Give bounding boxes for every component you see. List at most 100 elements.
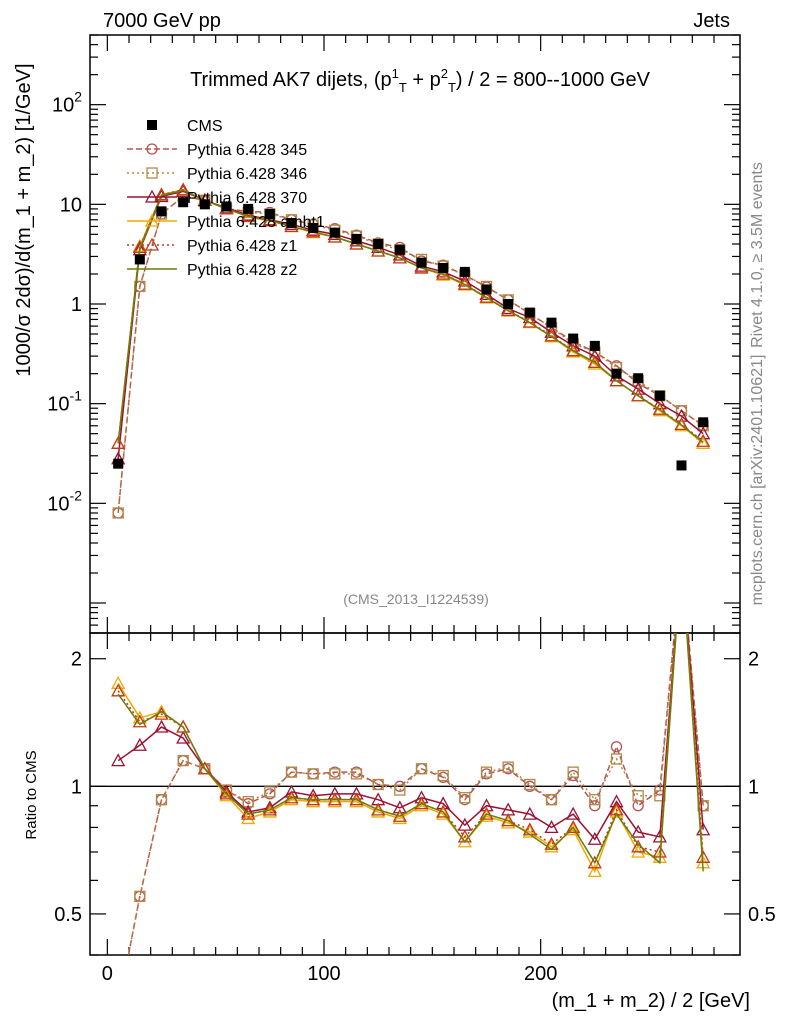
ratio-point-pythia-6-428-345 [567,769,579,782]
ratio-plot-area [111,550,711,1013]
ratio-point-pythia-6-428-370 [132,737,147,751]
main-plot-area [111,182,711,519]
ratio-point-pythia-6-428-ambt1 [609,804,624,818]
y-tick-label: 1 [71,294,82,316]
cms-point [524,307,535,318]
point-pythia-6-428-z1 [501,303,516,317]
ratio-point-pythia-6-428-z1 [676,550,688,561]
energy-label: 7000 GeV pp [103,10,221,32]
ratio-point-pythia-6-428-z1 [197,761,212,775]
ratio-tick-label: 2 [71,649,82,671]
cms-point [286,217,297,228]
series-line-pythia-6-428-370 [117,190,704,459]
ratio-point-pythia-6-428-370 [522,806,537,820]
ratio-point-pythia-6-428-346 [155,794,168,806]
legend-label: Pythia 6.428 346 [187,166,307,183]
y-tick-label: 10 [60,194,82,216]
ratio-point-pythia-6-428-370 [544,820,559,834]
cms-point [568,333,579,344]
point-pythia-6-428-z1 [566,343,581,357]
ratio-point-pythia-6-428-346 [113,1003,123,1013]
ratio-point-pythia-6-428-ambt1 [327,794,342,808]
ratio-point-pythia-6-428-346 [134,890,146,903]
ratio-point-pythia-6-428-370 [327,786,342,800]
legend-label: Pythia 6.428 ambt1 [187,214,325,231]
ratio-line-pythia-6-428-345 [127,633,704,955]
ratio-frame [89,632,741,956]
ratio-point-pythia-6-428-346 [545,794,558,806]
jets-label: Jets [693,10,730,32]
y-axis-label: 1000/σ 2dσ)/d(m_1 + m_2) [1/GeV] [13,63,35,376]
ratio-point-pythia-6-428-345 [610,741,623,753]
point-pythia-6-428-370 [457,273,472,287]
cms-point [134,254,145,265]
chart-title: Trimmed AK7 dijets, (p1T + p2T) / 2 = 80… [190,66,651,95]
ratio-point-pythia-6-428-ambt1 [154,704,169,718]
cms-point [373,238,384,249]
ratio-point-pythia-6-428-346 [350,768,363,780]
cms-point [199,199,210,210]
point-pythia-6-428-z1 [176,182,191,196]
cms-point [221,201,232,212]
ratio-point-pythia-6-428-z1 [414,796,429,810]
ratio-point-pythia-6-428-ambt1 [132,710,147,724]
ratio-point-pythia-6-428-346 [372,778,384,791]
ratio-point-pythia-6-428-370 [631,824,646,838]
point-pythia-6-428-z1 [652,401,667,415]
legend-label: Pythia 6.428 z1 [187,238,297,255]
legend-marker [144,237,160,251]
ratio-point-pythia-6-428-z1 [566,820,581,834]
legend-label: Pythia 6.428 345 [187,142,307,159]
ratio-point-pythia-6-428-346 [610,753,623,765]
ratio-point-pythia-6-428-370 [587,831,602,845]
ratio-point-pythia-6-428-346 [677,551,687,561]
ratio-point-pythia-6-428-z1 [111,683,126,697]
point-pythia-6-428-z1 [479,289,494,303]
cms-point [438,262,449,273]
cms-point [394,244,405,255]
cms-point [676,460,687,471]
rivet-version-label: Rivet 4.1.0, ≥ 3.5M events [749,162,766,348]
legend-label: Pythia 6.428 z2 [187,262,297,279]
ratio-point-pythia-6-428-345 [589,800,601,812]
ratio-point-pythia-6-428-346 [632,790,644,802]
cms-point [654,390,665,401]
ratio-point-pythia-6-428-346 [524,778,536,791]
cms-point [416,257,427,268]
cms-point [546,317,557,328]
cms-point [351,233,362,244]
legend-marker [146,143,158,155]
x-tick-label: 0 [102,963,113,985]
ratio-tick-label: 0.5 [748,904,776,926]
ratio-point-pythia-6-428-346 [502,761,514,773]
ratio-line-pythia-6-428-z2 [117,633,704,872]
point-pythia-6-428-ambt1 [674,418,689,432]
ratio-point-pythia-6-428-370 [262,800,277,814]
legend-marker [146,167,158,179]
ratio-tick-label: 0.5 [54,904,82,926]
cms-point [178,197,189,208]
ratio-point-pythia-6-428-345 [113,1003,123,1013]
point-pythia-6-428-346 [112,507,124,519]
point-pythia-6-428-ambt1 [696,435,711,449]
ratio-point-pythia-6-428-z1 [479,806,494,820]
point-pythia-6-428-z1 [587,354,602,368]
ratio-point-pythia-6-428-370 [349,786,364,800]
series-line-pythia-6-428-346 [117,195,704,514]
point-pythia-6-428-370 [154,189,169,203]
ratio-point-pythia-6-428-346 [437,769,449,782]
ratio-point-pythia-6-428-z1 [587,855,602,869]
ratio-point-pythia-6-428-370 [414,790,429,804]
ratio-tick-label: 1 [748,776,759,798]
point-pythia-6-428-z1 [674,416,689,431]
ratio-point-pythia-6-428-z1 [284,790,299,804]
ratio-point-pythia-6-428-370 [284,784,299,798]
cms-point [308,222,319,233]
ratio-point-pythia-6-428-345 [677,551,687,561]
ratio-point-pythia-6-428-ambt1 [241,811,256,825]
ratio-axis-label: Ratio to CMS [23,750,40,839]
x-axis-label: (m_1 + m_2) / 2 [GeV] [552,990,750,1012]
ratio-point-pythia-6-428-ambt1 [587,864,602,878]
ratio-point-pythia-6-428-346 [307,768,319,780]
